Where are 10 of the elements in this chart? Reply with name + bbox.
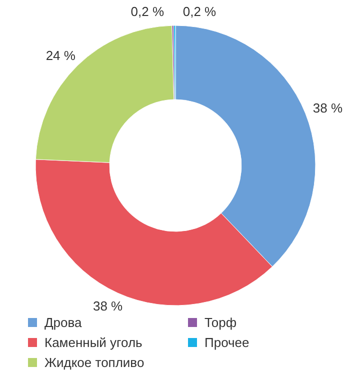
legend-label: Прочее [204,335,250,350]
data-label: 0,2 % [130,4,164,20]
legend-label: Каменный уголь [44,335,143,350]
data-label: 38 % [92,298,124,314]
data-label: 0,2 % [182,4,217,20]
legend-label: Торф [204,315,237,330]
legend-label: Дрова [44,315,83,330]
data-label: 24 % [46,48,76,64]
data-label: 38 % [312,100,343,116]
legend-label: Жидкое топливо [44,355,144,370]
